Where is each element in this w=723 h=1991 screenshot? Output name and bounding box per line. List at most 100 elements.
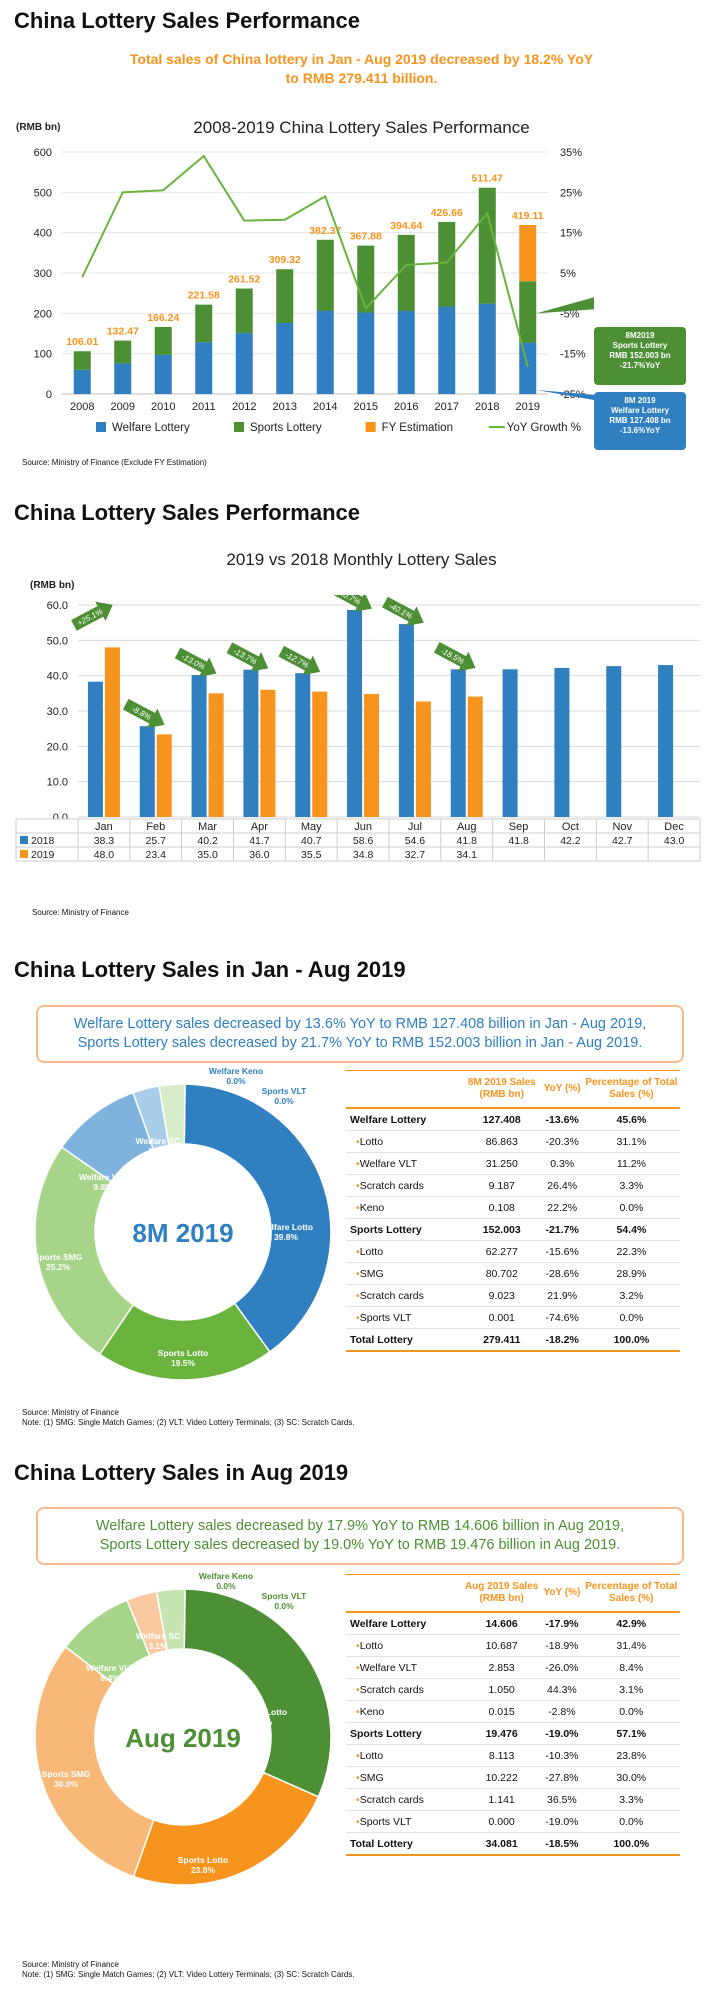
- table-cell: 54.4%: [582, 1218, 680, 1241]
- table-header-cell: 8M 2019 Sales (RMB bn): [462, 1070, 542, 1109]
- donut-slice-label: Welfare Keno: [199, 1571, 253, 1581]
- bar-2019: [156, 734, 172, 817]
- table-cell: 8.113: [462, 1744, 542, 1767]
- x-tick-label: 2013: [273, 401, 297, 413]
- table-header-row: 8M 2019 Sales (RMB bn) YoY (%) Percentage …: [346, 1070, 680, 1109]
- donut-center-label: 8M 2019: [132, 1218, 233, 1248]
- change-arrow-shape: [330, 595, 372, 612]
- welfare-bar: [397, 310, 415, 394]
- table-cell: 9.023: [462, 1284, 542, 1307]
- table-cell: 42.9%: [582, 1612, 680, 1635]
- table-cell: 10.687: [462, 1634, 542, 1657]
- y2-tick-label: -5%: [560, 308, 580, 320]
- total-data-label: 309.32: [269, 254, 301, 266]
- welfare-bar: [154, 354, 172, 394]
- y-tick-label: 40.0: [47, 671, 68, 683]
- donut-slice: [132, 1771, 320, 1886]
- donut-slice-value: 8.4%: [100, 1673, 120, 1683]
- chart2-source: Source: Ministry of Finance: [32, 908, 129, 917]
- bar-2019: [467, 696, 483, 817]
- table-cell-2019: 23.4: [146, 849, 167, 861]
- table-cell: 3.3%: [582, 1788, 680, 1811]
- sports-bar: [235, 288, 253, 334]
- donut-slice-label: Welfare VLT: [86, 1663, 135, 1673]
- table-row: Welfare Lottery 14.606 -17.9% 42.9%: [346, 1612, 680, 1635]
- bar-2018: [243, 669, 259, 817]
- chart1-source: Source: Ministry of Finance (Exclude FY …: [22, 458, 207, 467]
- sports-bar: [519, 281, 537, 343]
- table-cell: 31.250: [462, 1152, 542, 1175]
- table-cell: 30.0%: [582, 1766, 680, 1789]
- table-cell: •Scratch cards: [346, 1284, 462, 1307]
- donut-slice-value: 9.8%: [93, 1182, 113, 1192]
- welfare-bar: [195, 342, 213, 394]
- table-cell: Total Lottery: [346, 1328, 462, 1352]
- legend-label: Sports Lottery: [250, 422, 322, 434]
- legend-label: FY Estimation: [382, 422, 453, 434]
- table-row: Total Lottery 279.411 -18.2% 100.0%: [346, 1328, 680, 1352]
- table-cell-2018: 42.2: [560, 835, 581, 847]
- table-cell-2019: 34.1: [457, 849, 478, 861]
- x-tick-label: 2019: [516, 401, 540, 413]
- sports-bar: [73, 351, 91, 370]
- donut-slice-value: 19.5%: [171, 1358, 196, 1368]
- total-data-label: 382.37: [309, 225, 341, 237]
- change-arrow-shape: [226, 642, 269, 672]
- table-cell: •Sports VLT: [346, 1306, 462, 1329]
- yoy-point: [243, 220, 245, 222]
- change-arrow-shape: [122, 698, 165, 728]
- x-tick-label: Oct: [562, 821, 579, 833]
- welfare-bar: [114, 363, 132, 394]
- table-cell: -15.6%: [541, 1240, 583, 1263]
- x-tick-label: 2015: [354, 401, 378, 413]
- legend-label: 2019: [31, 849, 55, 861]
- donut-slice-label: Welfare Lotto: [259, 1222, 313, 1232]
- sports-bar: [276, 269, 294, 324]
- legend-label: Welfare Lottery: [112, 422, 190, 434]
- table-cell: 1.141: [462, 1788, 542, 1811]
- chart2-svg: 0.010.020.030.040.050.060.0+25.1%-8.8%-1…: [15, 595, 701, 862]
- x-tick-label: Mar: [198, 821, 217, 833]
- donut-slice-value: 23.8%: [191, 1865, 216, 1875]
- sports-bar: [114, 340, 132, 364]
- y-tick-label: 500: [34, 187, 52, 199]
- table-cell-2019: 32.7: [405, 849, 426, 861]
- bar-2019: [104, 647, 120, 817]
- x-tick-label: Sep: [509, 821, 529, 833]
- section3-highlight-box: Welfare Lottery sales decreased by 13.6%…: [36, 1005, 684, 1063]
- donut-slice-value: 0.0%: [226, 1076, 246, 1086]
- table-cell: •Lotto: [346, 1634, 462, 1657]
- bullet-icon: •: [356, 1815, 360, 1828]
- section3-source: Source: Ministry of Finance: [22, 1408, 119, 1417]
- table-cell: 3.1%: [582, 1678, 680, 1701]
- donut-slice-label: Welfare VLT: [79, 1172, 128, 1182]
- y-tick-label: 10.0: [47, 777, 68, 789]
- table-cell: •Keno: [346, 1700, 462, 1723]
- yoy-point: [405, 264, 407, 266]
- change-arrow-shape: [433, 642, 476, 672]
- table-cell: Sports Lottery: [346, 1722, 462, 1745]
- table-cell: •Sports VLT: [346, 1810, 462, 1833]
- yoy-point: [486, 212, 488, 214]
- bullet-icon: •: [356, 1179, 360, 1192]
- table-cell: -26.0%: [541, 1656, 583, 1679]
- table-cell-2019: 48.0: [94, 849, 115, 861]
- donut-slice-label: Sports SC: [113, 1679, 154, 1689]
- total-data-label: 221.58: [188, 290, 220, 302]
- table-row: •Sports VLT 0.001 -74.6% 0.0%: [346, 1306, 680, 1329]
- yoy-point: [284, 219, 286, 221]
- donut-slice-label: Sports VLT: [262, 1086, 308, 1096]
- donut-slice-label: Welfare SC: [136, 1136, 181, 1146]
- total-data-label: 426.66: [431, 207, 463, 219]
- table-cell: 100.0%: [582, 1832, 680, 1856]
- sports-callout-line: Sports Lottery: [612, 341, 668, 350]
- table-cell: 0.0%: [582, 1196, 680, 1219]
- table-row: •Scratch cards 1.141 36.5% 3.3%: [346, 1788, 680, 1811]
- welfare-callout-pointer: [536, 389, 594, 401]
- table-cell: 3.3%: [582, 1174, 680, 1197]
- table-row: •Sports VLT 0.000 -19.0% 0.0%: [346, 1810, 680, 1833]
- legend-swatch: [20, 850, 28, 858]
- total-data-label: 106.01: [66, 336, 98, 348]
- table-cell-2018: 25.7: [146, 835, 167, 847]
